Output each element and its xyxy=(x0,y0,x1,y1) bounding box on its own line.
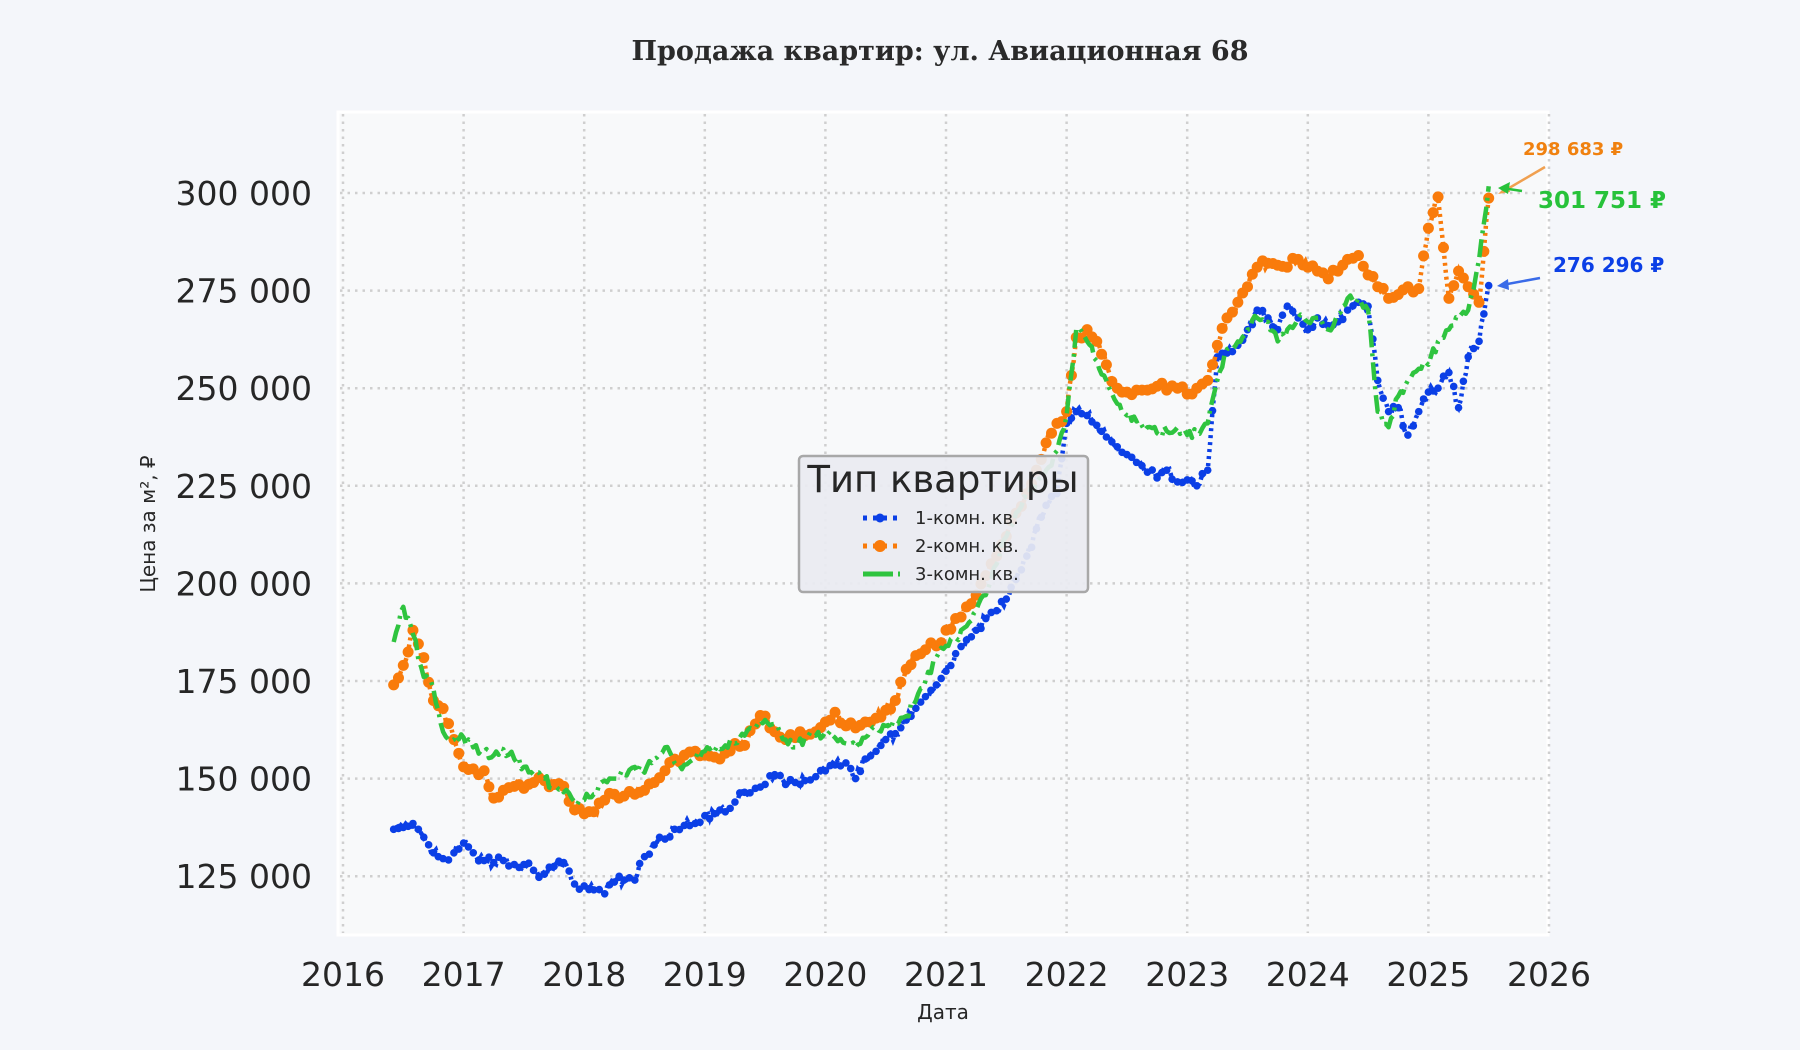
y-axis-label: Цена за м², ₽ xyxy=(136,455,160,593)
y-tick-label: 200 000 xyxy=(176,564,312,603)
x-tick-label: 2018 xyxy=(542,955,626,994)
x-tick-label: 2026 xyxy=(1507,955,1591,994)
x-tick-label: 2016 xyxy=(301,955,385,994)
legend-label: 2-комн. кв. xyxy=(915,536,1019,557)
x-tick-label: 2022 xyxy=(1025,955,1109,994)
y-tick-label: 300 000 xyxy=(176,174,312,213)
legend-item-2room: 2-комн. кв. xyxy=(863,536,1019,557)
annotations: 298 683 ₽ 301 751 ₽ 276 296 ₽ xyxy=(1497,139,1666,290)
circle-marker-icon xyxy=(874,540,886,552)
annotation-3room: 301 751 ₽ xyxy=(1538,188,1666,214)
legend-label: 1-комн. кв. xyxy=(915,508,1019,529)
chart-title: Продажа квартир: ул. Авиационная 68 xyxy=(632,36,1249,67)
series-2room xyxy=(388,191,1495,823)
x-tick-label: 2019 xyxy=(663,955,747,994)
annotation-1room: 276 296 ₽ xyxy=(1553,253,1664,277)
y-tick-label: 125 000 xyxy=(176,857,312,896)
legend-label: 3-комн. кв. xyxy=(915,564,1019,585)
x-tick-label: 2023 xyxy=(1145,955,1229,994)
legend-item-3room: 3-комн. кв. xyxy=(863,564,1019,585)
y-tick-label: 275 000 xyxy=(176,272,312,311)
x-tick-label: 2021 xyxy=(904,955,988,994)
star-marker-icon xyxy=(875,513,885,523)
arrow-icon xyxy=(1503,165,1546,193)
legend: Тип квартиры 1-комн. кв. 2-комн. кв. 3-к… xyxy=(797,454,1090,594)
x-tick-label: 2020 xyxy=(783,955,867,994)
y-tick-label: 150 000 xyxy=(176,760,312,799)
series-1room xyxy=(389,281,1493,898)
y-tick-label: 225 000 xyxy=(176,467,312,506)
y-tick-label: 175 000 xyxy=(176,662,312,701)
x-tick-label: 2024 xyxy=(1266,955,1350,994)
grid-lines xyxy=(340,114,1551,933)
legend-item-1room: 1-комн. кв. xyxy=(863,508,1019,529)
y-axis-ticks: 125 000 150 000 175 000 200 000 225 000 250 0… xyxy=(176,174,312,896)
annotation-2room: 298 683 ₽ xyxy=(1523,139,1623,160)
series-lines xyxy=(388,185,1495,898)
y-tick-label: 250 000 xyxy=(176,369,312,408)
series-3room xyxy=(391,185,1491,808)
x-tick-label: 2025 xyxy=(1386,955,1470,994)
x-tick-label: 2017 xyxy=(422,955,506,994)
legend-box xyxy=(797,454,1090,594)
x-axis-ticks: 2016 2017 2018 2019 2020 2021 2022 2023 2024 2025… xyxy=(301,955,1591,994)
legend-title: Тип квартиры xyxy=(806,458,1078,501)
x-axis-label: Дата xyxy=(917,1000,969,1024)
